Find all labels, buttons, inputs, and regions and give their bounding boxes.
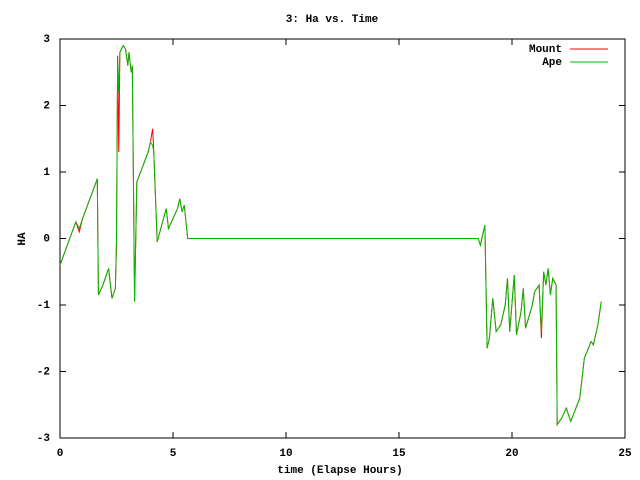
chart-title: 3: Ha vs. Time: [286, 14, 379, 26]
legend-label: Mount: [529, 44, 562, 56]
y-tick-label: 0: [43, 233, 50, 245]
x-tick-label: 15: [392, 448, 406, 460]
series-line: [59, 44, 602, 427]
x-tick-label: 5: [170, 448, 177, 460]
y-tick-label: 3: [43, 34, 50, 46]
x-tick-label: 10: [279, 448, 292, 460]
x-axis-label: time (Elapse Hours): [277, 465, 402, 477]
x-tick-label: 20: [505, 448, 518, 460]
legend-label: Ape: [542, 57, 562, 69]
x-tick-label: 0: [57, 448, 64, 460]
x-tick-label: 25: [618, 448, 632, 460]
y-tick-label: -1: [37, 300, 51, 312]
y-tick-label: -2: [37, 366, 50, 378]
y-axis-label: HA: [17, 232, 29, 246]
y-tick-label: 2: [43, 100, 50, 112]
y-tick-label: 1: [43, 167, 50, 179]
series-line: [59, 44, 602, 427]
y-tick-label: -3: [37, 433, 51, 445]
